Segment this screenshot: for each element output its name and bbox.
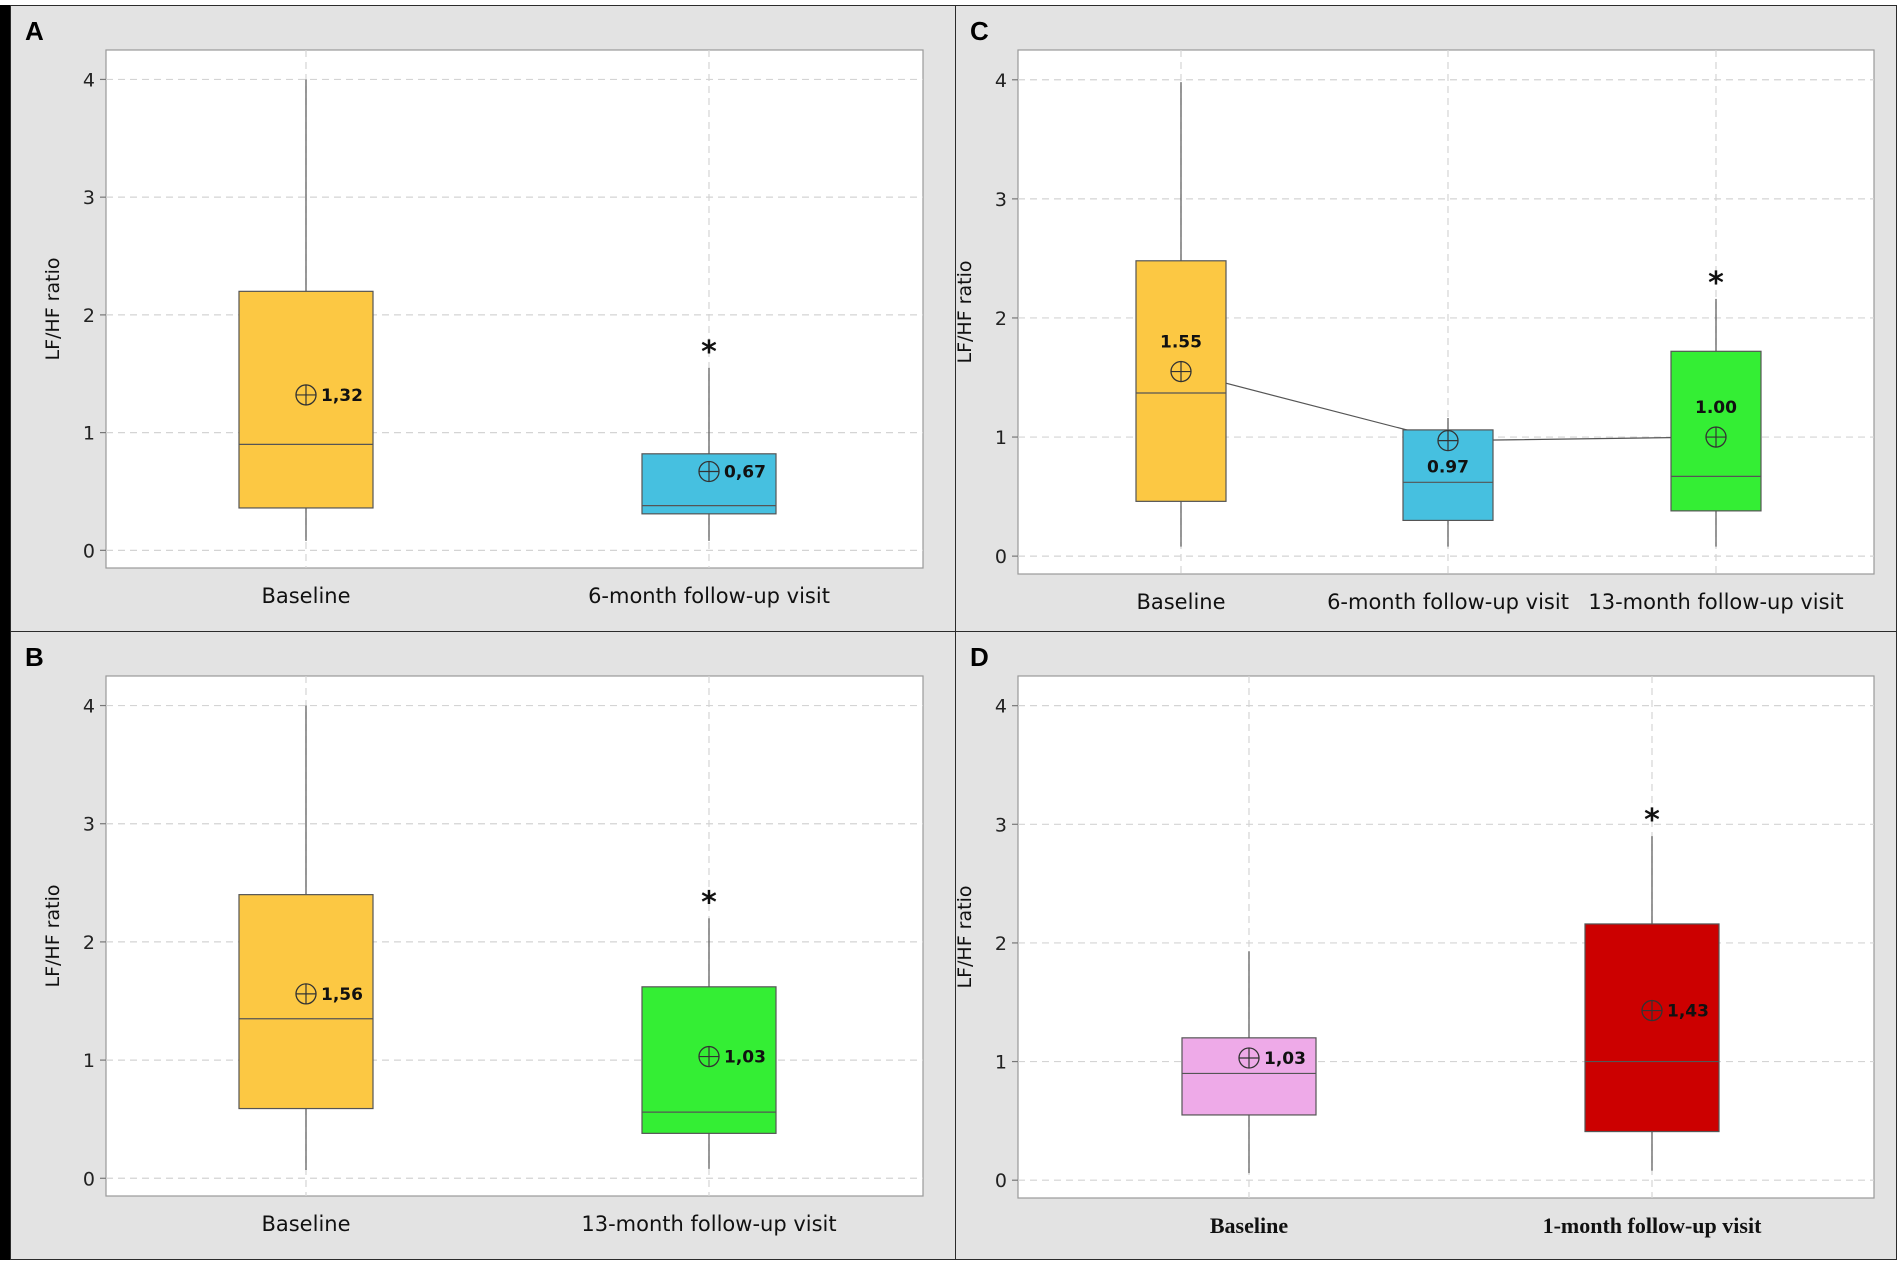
panel-b-chart: 0 1 2 3 4 LF/HF ratio Baseline 13-month follow-… [42, 675, 924, 1236]
iqr-box [1584, 923, 1720, 1133]
significance-star: * [701, 885, 717, 920]
significance-star: * [701, 335, 717, 370]
mean-value-label: 1.00 [1695, 398, 1737, 418]
mean-value-label: 0,67 [724, 462, 766, 482]
mean-value-label: 1,43 [1667, 1002, 1709, 1022]
box-2: 0,67 * [641, 335, 777, 541]
y-tick-label: 1 [83, 1050, 95, 1072]
x-category-label: 13-month follow-up visit [1588, 590, 1843, 614]
mean-value-label: 1.55 [1160, 333, 1202, 353]
x-category-label: Baseline [261, 1212, 350, 1236]
panel-c-chart: 0 1 2 3 4 LF/HF ratio Baseline 6-month follow-u… [954, 49, 1875, 614]
plot-area [1017, 675, 1875, 1199]
x-category-label: Baseline [1210, 1213, 1288, 1238]
y-tick-label: 2 [83, 932, 95, 954]
mean-value-label: 0.97 [1427, 458, 1469, 478]
y-tick-label: 4 [83, 696, 95, 718]
significance-star: * [1644, 803, 1660, 838]
box-1: 1.55 [1135, 82, 1227, 547]
box-1: 1,56 [238, 705, 374, 1170]
x-category-label: Baseline [1136, 590, 1225, 614]
y-axis-title: LF/HF ratio [954, 886, 976, 989]
y-tick-label: 2 [995, 933, 1007, 955]
mean-value-label: 1,03 [1264, 1049, 1306, 1069]
box-1: 1,03 [1181, 951, 1317, 1174]
y-axis-title: LF/HF ratio [42, 258, 64, 361]
x-category-label: Baseline [261, 584, 350, 608]
y-tick-label: 1 [83, 423, 95, 445]
box-2: 1,43 * [1584, 803, 1720, 1171]
y-tick-label: 3 [83, 187, 95, 209]
panel-a-chart: 0 1 2 3 4 LF/HF ratio Baseline 6-month follow-u… [42, 49, 924, 608]
y-axis-title: LF/HF ratio [954, 261, 976, 364]
x-category-label: 13-month follow-up visit [581, 1212, 836, 1236]
iqr-box [1181, 1037, 1317, 1116]
y-tick-label: 4 [995, 696, 1007, 718]
left-border-bar [0, 5, 11, 1260]
y-tick-label: 1 [995, 1052, 1007, 1074]
x-category-label: 6-month follow-up visit [1327, 590, 1569, 614]
y-tick-label: 0 [995, 546, 1007, 568]
y-tick-label: 0 [995, 1170, 1007, 1192]
mean-value-label: 1,32 [321, 386, 363, 406]
panel-d: D 0 1 2 3 4 LF/HF ratio Baseline 1-month follow… [954, 631, 1897, 1260]
panel-b-letter: B [25, 642, 44, 672]
panel-b: B 0 1 2 3 4 LF/HF ratio Baseline 13-month follo… [10, 631, 956, 1260]
plot-area [105, 49, 924, 569]
y-tick-label: 1 [995, 427, 1007, 449]
panel-d-chart: 0 1 2 3 4 LF/HF ratio Baseline 1-month follow-u… [954, 675, 1875, 1238]
y-tick-label: 0 [83, 540, 95, 562]
y-tick-label: 4 [995, 70, 1007, 92]
panel-a: A 0 1 2 3 4 LF/HF ratio Baseline 6-month follow… [10, 5, 956, 632]
box-3: 1.00 * [1670, 266, 1762, 547]
box-1: 1,32 [238, 79, 374, 541]
panel-d-letter: D [970, 642, 989, 672]
mean-value-label: 1,03 [724, 1048, 766, 1068]
box-2: 0.97 [1402, 417, 1494, 547]
panel-a-letter: A [25, 16, 44, 46]
y-tick-label: 2 [83, 305, 95, 327]
y-tick-label: 3 [995, 814, 1007, 836]
box-2: 1,03 * [641, 885, 777, 1169]
y-tick-label: 3 [995, 189, 1007, 211]
x-category-label: 1-month follow-up visit [1543, 1213, 1762, 1238]
panel-c-letter: C [970, 16, 989, 46]
y-tick-label: 0 [83, 1168, 95, 1190]
y-axis-title: LF/HF ratio [42, 885, 64, 988]
mean-value-label: 1,56 [321, 985, 363, 1005]
y-tick-label: 2 [995, 308, 1007, 330]
y-tick-label: 3 [83, 814, 95, 836]
y-tick-label: 4 [83, 69, 95, 91]
significance-star: * [1708, 266, 1724, 301]
x-category-label: 6-month follow-up visit [588, 584, 830, 608]
panel-c: C 0 1 2 3 4 LF/HF ratio Baseline 6-month follow… [954, 5, 1897, 632]
plot-area [105, 675, 924, 1197]
